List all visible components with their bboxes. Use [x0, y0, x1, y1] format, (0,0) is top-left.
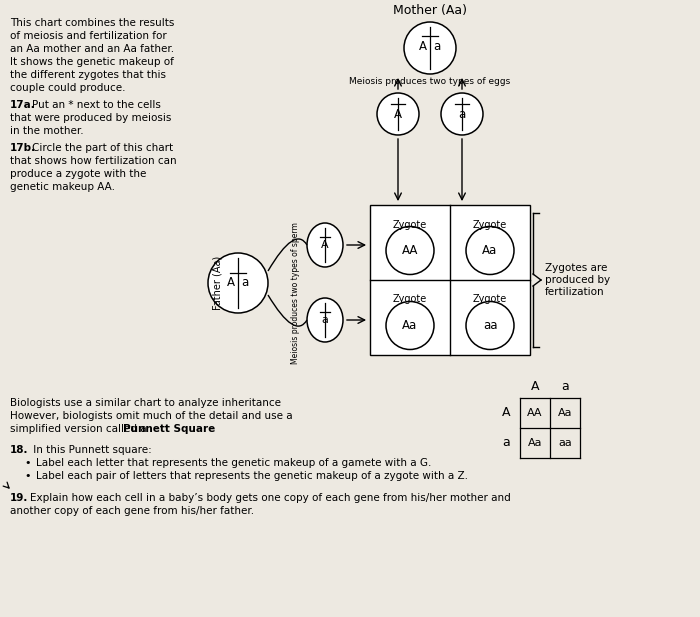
Text: This chart combines the results: This chart combines the results	[10, 18, 174, 28]
Text: that shows how fertilization can: that shows how fertilization can	[10, 156, 176, 166]
Circle shape	[466, 226, 514, 275]
Text: 19.: 19.	[10, 493, 29, 503]
Text: a: a	[502, 436, 510, 450]
Text: •: •	[24, 471, 31, 481]
Text: simplified version called a: simplified version called a	[10, 424, 150, 434]
FancyBboxPatch shape	[370, 205, 530, 355]
Text: A: A	[227, 276, 235, 289]
Text: A: A	[419, 41, 427, 54]
Text: Mother (Aa): Mother (Aa)	[393, 4, 467, 17]
Ellipse shape	[307, 298, 343, 342]
Text: Label each letter that represents the genetic makeup of a gamete with a G.: Label each letter that represents the ge…	[36, 458, 431, 468]
Text: Explain how each cell in a baby’s body gets one copy of each gene from his/her m: Explain how each cell in a baby’s body g…	[30, 493, 511, 503]
Text: However, biologists omit much of the detail and use a: However, biologists omit much of the det…	[10, 411, 293, 421]
Text: Meiosis produces two types of sperm: Meiosis produces two types of sperm	[290, 222, 300, 364]
Text: in the mother.: in the mother.	[10, 126, 83, 136]
Text: a: a	[321, 315, 328, 325]
Text: a: a	[241, 276, 248, 289]
Text: a: a	[561, 379, 569, 392]
Circle shape	[208, 253, 268, 313]
Text: a: a	[433, 41, 440, 54]
Text: Zygote: Zygote	[473, 294, 507, 305]
Text: Zygote: Zygote	[473, 220, 507, 230]
Text: Punnett Square: Punnett Square	[123, 424, 216, 434]
Text: A: A	[394, 107, 402, 120]
Text: couple could produce.: couple could produce.	[10, 83, 125, 93]
Text: an Aa mother and an Aa father.: an Aa mother and an Aa father.	[10, 44, 174, 54]
Text: A: A	[502, 407, 510, 420]
Text: produce a zygote with the: produce a zygote with the	[10, 169, 146, 179]
Text: Zygote: Zygote	[393, 220, 427, 230]
Text: A: A	[531, 379, 539, 392]
Text: Aa: Aa	[402, 319, 418, 332]
Text: of meiosis and fertilization for: of meiosis and fertilization for	[10, 31, 167, 41]
Ellipse shape	[307, 223, 343, 267]
Text: .: .	[190, 424, 194, 434]
Circle shape	[466, 302, 514, 349]
Text: another copy of each gene from his/her father.: another copy of each gene from his/her f…	[10, 506, 254, 516]
Circle shape	[441, 93, 483, 135]
Circle shape	[386, 226, 434, 275]
Text: Zygote: Zygote	[393, 294, 427, 305]
Text: In this Punnett square:: In this Punnett square:	[30, 445, 152, 455]
Text: Aa: Aa	[528, 438, 542, 448]
Text: Label each pair of letters that represents the genetic makeup of a zygote with a: Label each pair of letters that represen…	[36, 471, 468, 481]
Text: that were produced by meiosis: that were produced by meiosis	[10, 113, 172, 123]
Text: the different zygotes that this: the different zygotes that this	[10, 70, 166, 80]
Text: It shows the genetic makeup of: It shows the genetic makeup of	[10, 57, 174, 67]
Text: Aa: Aa	[558, 408, 573, 418]
Circle shape	[404, 22, 456, 74]
Circle shape	[377, 93, 419, 135]
Text: Biologists use a similar chart to analyze inheritance: Biologists use a similar chart to analyz…	[10, 398, 281, 408]
Text: 17b.: 17b.	[10, 143, 36, 153]
Text: AA: AA	[527, 408, 542, 418]
Circle shape	[386, 302, 434, 349]
Text: Meiosis produces two types of eggs: Meiosis produces two types of eggs	[349, 77, 510, 86]
Text: Put an * next to the cells: Put an * next to the cells	[32, 100, 161, 110]
Text: Father (Aa): Father (Aa)	[213, 256, 223, 310]
Text: Zygotes are
produced by
fertilization: Zygotes are produced by fertilization	[545, 263, 610, 297]
Text: a: a	[458, 107, 466, 120]
Text: A: A	[321, 240, 329, 250]
Text: AA: AA	[402, 244, 418, 257]
Text: aa: aa	[483, 319, 497, 332]
Text: •: •	[24, 458, 31, 468]
Text: genetic makeup AA.: genetic makeup AA.	[10, 182, 115, 192]
Text: 17a.: 17a.	[10, 100, 36, 110]
Text: Aa: Aa	[482, 244, 498, 257]
Text: Circle the part of this chart: Circle the part of this chart	[32, 143, 173, 153]
Text: 18.: 18.	[10, 445, 29, 455]
Text: aa: aa	[558, 438, 572, 448]
